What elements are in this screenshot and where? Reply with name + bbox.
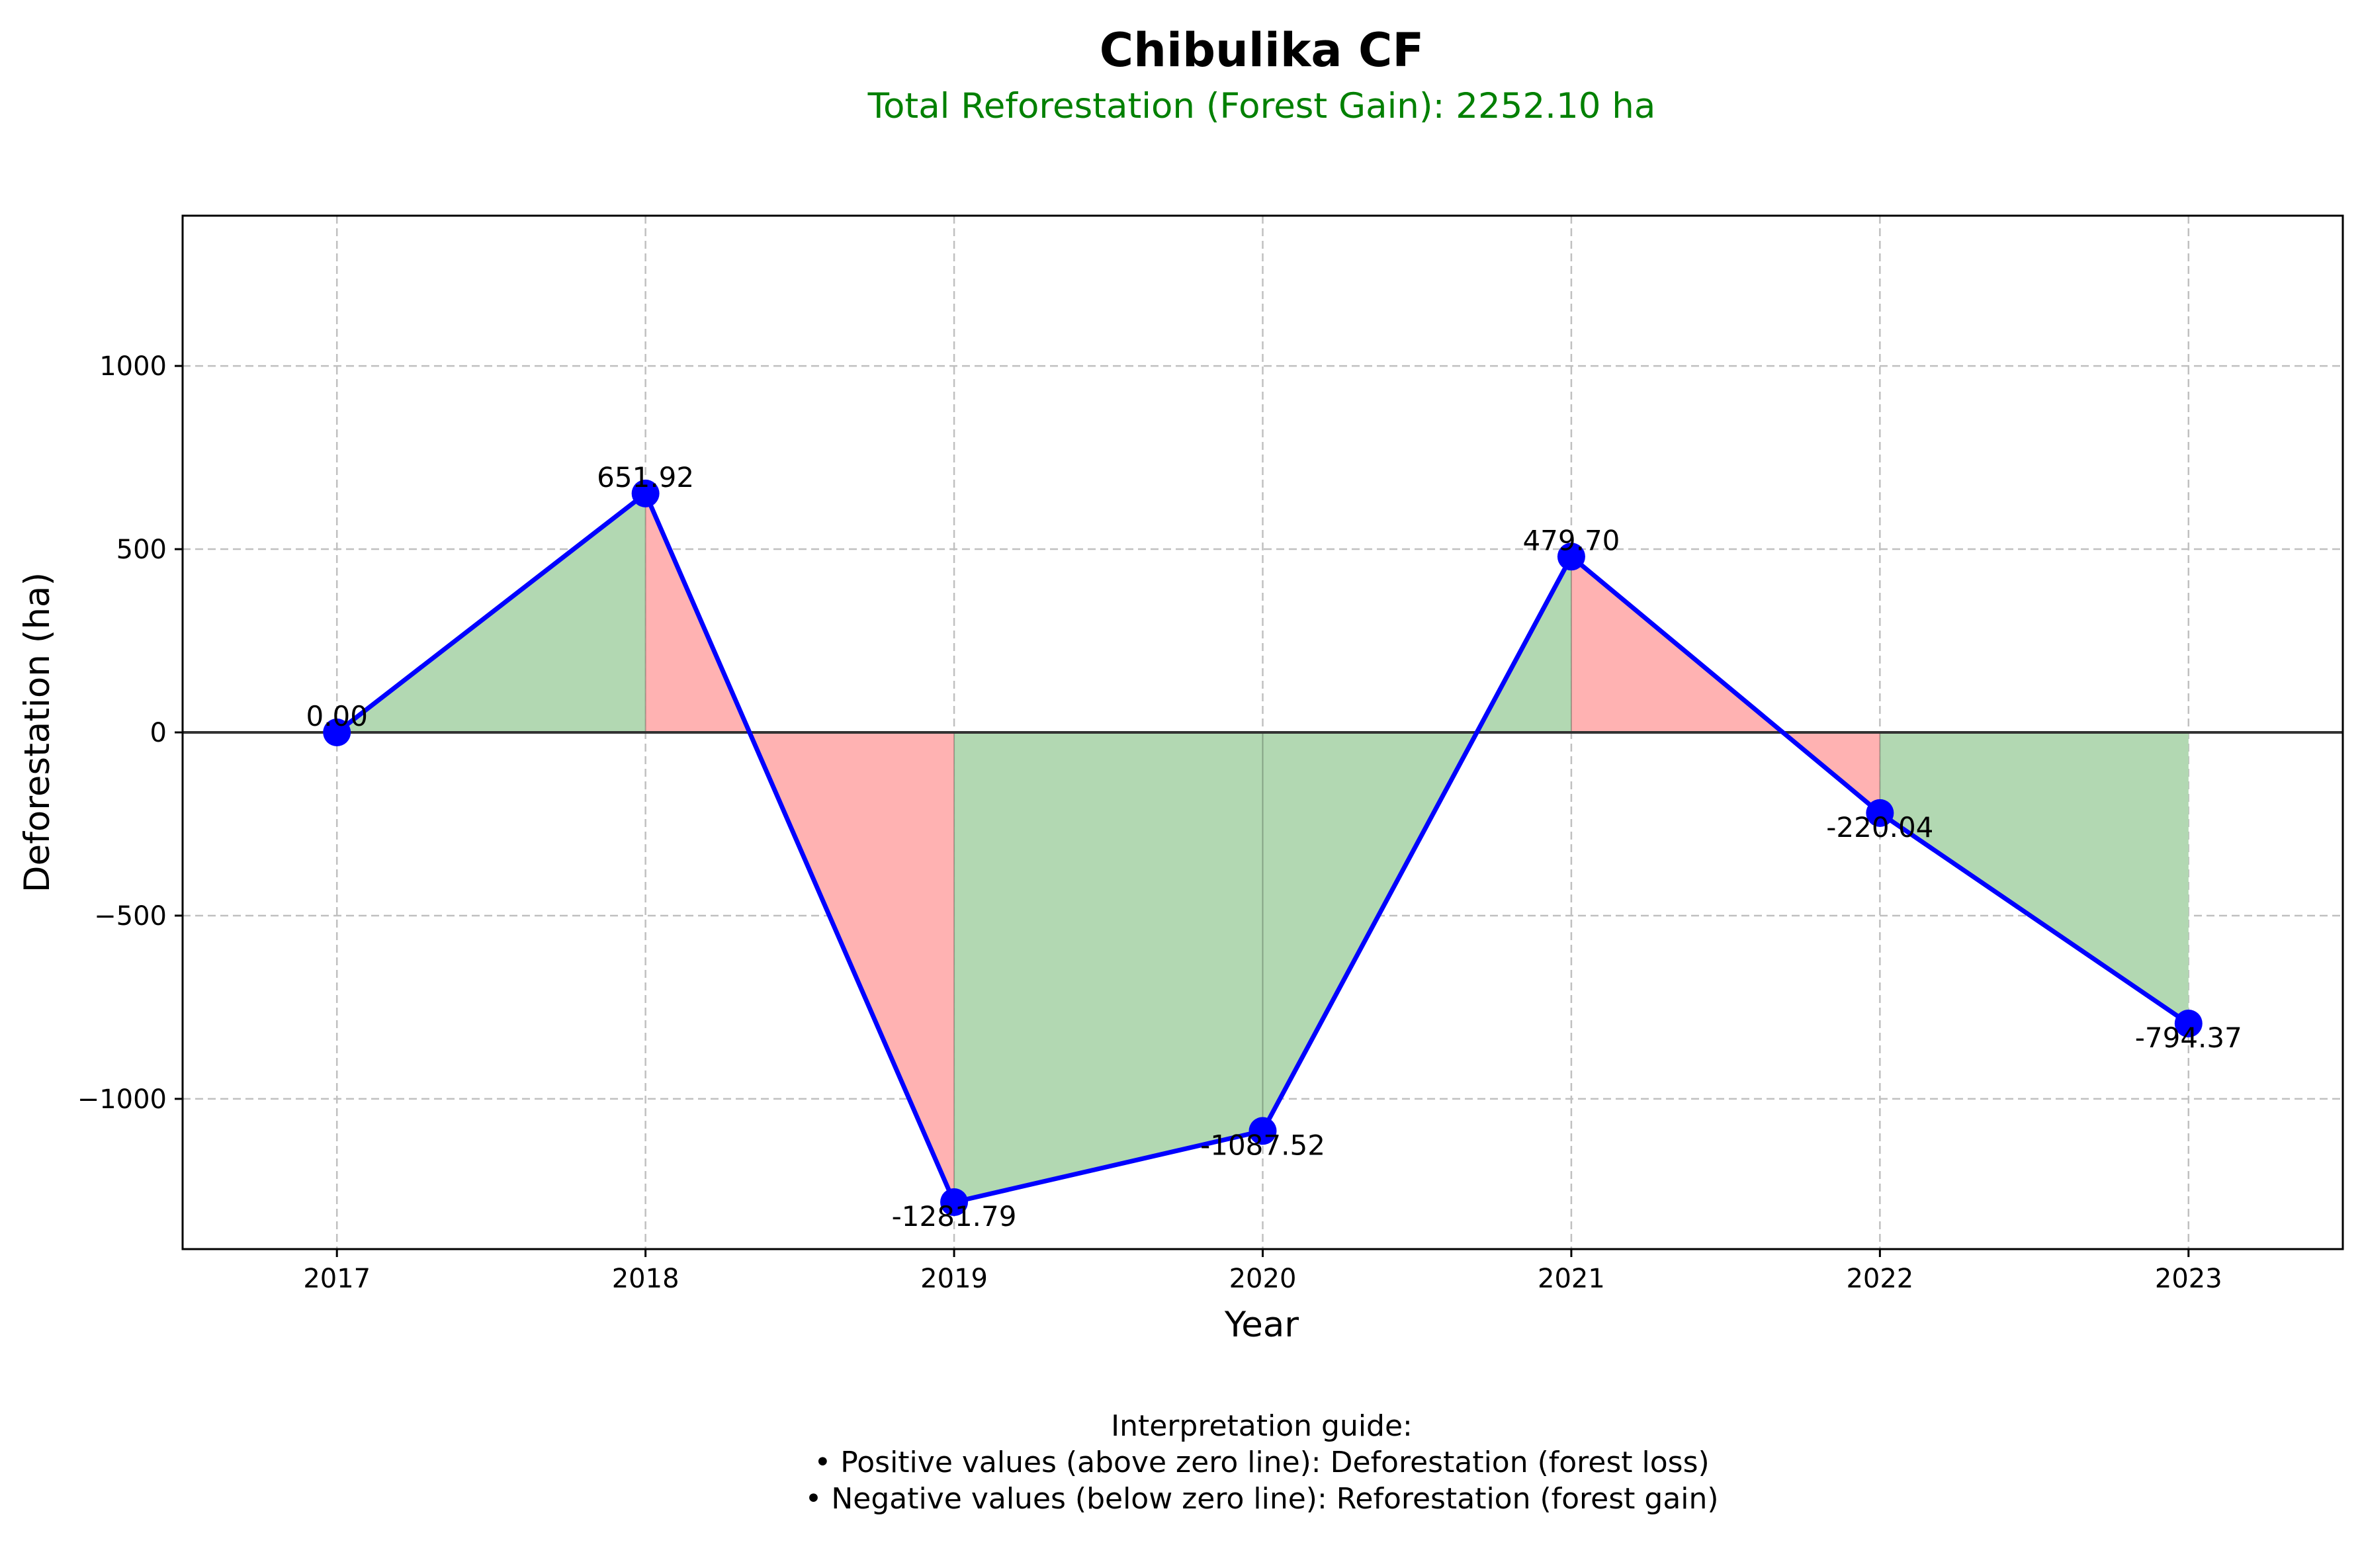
- x-tick-label: 2019: [920, 1264, 988, 1294]
- guide-line-negative: • Negative values (below zero line): Ref…: [805, 1482, 1718, 1516]
- y-tick-label: 0: [150, 718, 167, 748]
- data-label: 651.92: [597, 461, 694, 494]
- y-tick-label: −1000: [77, 1084, 167, 1115]
- x-tick-label: 2017: [303, 1264, 371, 1294]
- y-tick-label: 500: [116, 535, 167, 565]
- data-labels: 0.00 651.92 -1281.79 -1087.52 479.70 -220.04 -…: [306, 461, 2242, 1233]
- area-segment: [954, 732, 1263, 1202]
- y-ticks: 1000 500 0 −500 −1000: [77, 351, 183, 1115]
- x-ticks: 2017 2018 2019 2020 2021 2022 2023: [303, 1249, 2222, 1294]
- data-label: -1281.79: [892, 1200, 1017, 1233]
- x-tick-label: 2022: [1846, 1264, 1913, 1294]
- area-segment: [1880, 732, 2189, 1024]
- data-label: -220.04: [1826, 811, 1933, 844]
- data-point: [940, 1188, 969, 1216]
- data-point: [631, 479, 660, 507]
- x-tick-label: 2018: [612, 1264, 679, 1294]
- chart-title: Chibulika CF: [1100, 23, 1424, 77]
- data-point: [323, 719, 351, 746]
- chart-subtitle: Total Reforestation (Forest Gain): 2252.…: [867, 86, 1656, 126]
- x-tick-label: 2021: [1538, 1264, 1605, 1294]
- guide-heading: Interpretation guide:: [1111, 1409, 1413, 1443]
- data-point: [1866, 799, 1894, 827]
- data-point: [1248, 1117, 1277, 1145]
- x-axis-label: Year: [1224, 1305, 1299, 1345]
- guide-line-positive: • Positive values (above zero line): Def…: [814, 1446, 1709, 1479]
- y-tick-label: −500: [94, 901, 167, 932]
- data-point: [2174, 1010, 2203, 1038]
- x-tick-label: 2023: [2155, 1264, 2222, 1294]
- data-label: 479.70: [1522, 524, 1620, 556]
- y-axis-label: Deforestation (ha): [17, 572, 58, 893]
- data-label: -794.37: [2135, 1022, 2242, 1054]
- y-tick-label: 1000: [99, 351, 167, 382]
- data-label: 0.00: [306, 700, 368, 732]
- data-point: [1557, 543, 1585, 571]
- data-label: -1087.52: [1200, 1129, 1325, 1161]
- markers: [323, 479, 2203, 1216]
- x-tick-label: 2020: [1229, 1264, 1297, 1294]
